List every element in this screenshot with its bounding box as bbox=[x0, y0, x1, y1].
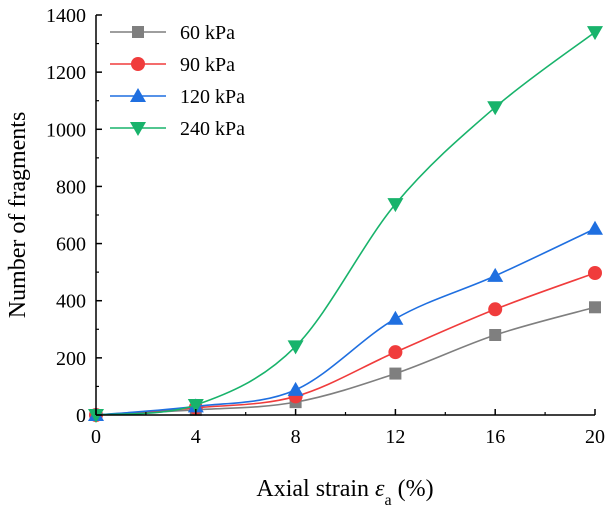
series-240-kpa bbox=[88, 26, 603, 423]
series-90-kpa bbox=[89, 266, 602, 422]
x-axis-title: Axial strain εa (%) bbox=[256, 476, 433, 505]
legend-label: 120 kPa bbox=[180, 86, 245, 108]
legend-item-90-kpa: 90 kPa bbox=[110, 54, 235, 76]
data-point-240-kpa bbox=[287, 340, 304, 355]
legend-marker bbox=[131, 57, 145, 71]
legend-marker bbox=[130, 122, 146, 136]
legend-item-120-kpa: 120 kPa bbox=[110, 86, 245, 108]
y-axis-title: Number of fragments bbox=[5, 112, 31, 319]
data-point-120-kpa bbox=[387, 310, 404, 325]
data-point-120-kpa bbox=[487, 267, 504, 282]
y-tick-label: 800 bbox=[56, 176, 86, 198]
series-60-kpa bbox=[90, 301, 601, 421]
legend-label: 60 kPa bbox=[180, 22, 235, 44]
data-point-120-kpa bbox=[287, 381, 304, 396]
data-point-90-kpa bbox=[488, 302, 503, 317]
legend: 60 kPa 90 kPa 120 kPa 240 kPa bbox=[110, 22, 245, 140]
data-point-240-kpa bbox=[587, 26, 603, 41]
series-line-240-kpa bbox=[95, 31, 596, 416]
y-tick-label: 0 bbox=[76, 405, 86, 427]
x-tick-label: 0 bbox=[91, 426, 101, 448]
data-point-60-kpa bbox=[389, 367, 402, 380]
data-point-120-kpa bbox=[587, 220, 603, 235]
data-point-90-kpa bbox=[388, 345, 403, 360]
y-tick-label: 200 bbox=[56, 348, 86, 370]
data-point-60-kpa bbox=[489, 329, 502, 341]
x-tick-label: 12 bbox=[385, 426, 405, 448]
series-line-90-kpa bbox=[95, 272, 596, 416]
data-point-240-kpa bbox=[387, 198, 404, 213]
legend-marker bbox=[130, 88, 146, 102]
y-tick-label: 1200 bbox=[46, 62, 86, 84]
legend-label: 90 kPa bbox=[180, 54, 235, 76]
series-120-kpa bbox=[88, 220, 603, 421]
y-tick-label: 600 bbox=[56, 234, 86, 256]
y-tick-label: 1000 bbox=[46, 119, 86, 141]
x-tick-label: 20 bbox=[585, 426, 605, 448]
data-point-60-kpa bbox=[589, 301, 601, 314]
y-tick-label: 400 bbox=[56, 291, 86, 313]
series-line-60-kpa bbox=[95, 306, 596, 416]
series-line-120-kpa bbox=[95, 227, 596, 416]
legend-label: 240 kPa bbox=[180, 118, 245, 140]
x-tick-label: 4 bbox=[191, 426, 201, 448]
data-point-90-kpa bbox=[588, 266, 602, 280]
data-point-240-kpa bbox=[487, 101, 504, 116]
data-point-240-kpa bbox=[187, 399, 204, 413]
series-layer bbox=[88, 26, 603, 423]
legend-marker bbox=[132, 26, 144, 38]
x-tick-label: 8 bbox=[291, 426, 301, 448]
x-tick-label: 16 bbox=[485, 426, 505, 448]
legend-item-60-kpa: 60 kPa bbox=[110, 22, 235, 44]
legend-item-240-kpa: 240 kPa bbox=[110, 118, 245, 140]
y-tick-label: 1400 bbox=[46, 5, 86, 27]
data-point-240-kpa bbox=[88, 409, 104, 423]
